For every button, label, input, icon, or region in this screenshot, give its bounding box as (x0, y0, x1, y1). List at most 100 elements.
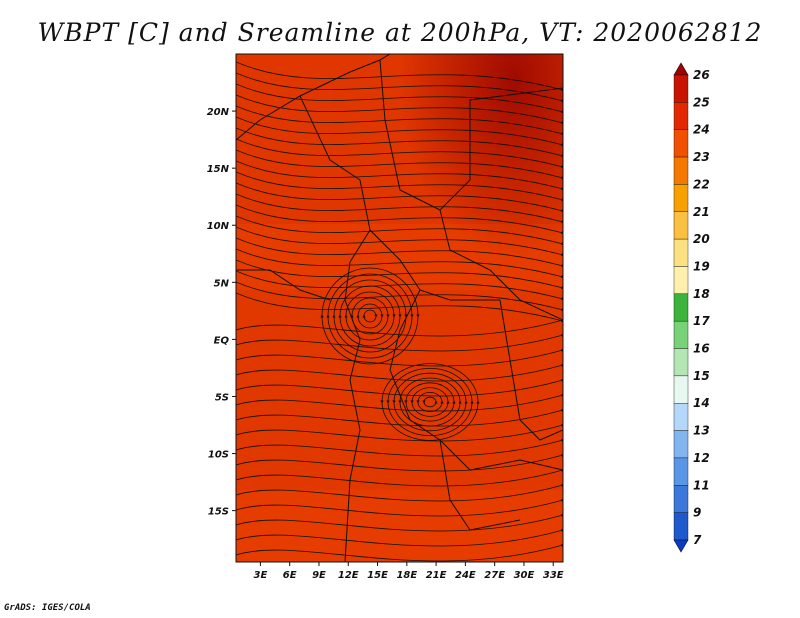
lat-tick-label: 15S (208, 507, 229, 518)
lat-tick-label: EQ (214, 335, 230, 346)
colorbar-arrow-bottom (673, 539, 689, 553)
lon-tick-label: 30E (514, 570, 535, 581)
streamline (236, 105, 563, 136)
streamline (236, 182, 563, 213)
streamline (236, 468, 563, 487)
streamline (236, 483, 563, 502)
colorbar-swatch (673, 266, 689, 295)
country-border (299, 95, 371, 263)
streamline (236, 393, 563, 412)
lon-tick-label: 3E (254, 570, 268, 581)
streamline (236, 237, 563, 268)
streamline (236, 193, 563, 224)
streamline (236, 248, 563, 279)
streamline (236, 94, 563, 125)
colorbar-label: 23 (693, 150, 710, 164)
streamline (236, 363, 563, 382)
streamline (236, 127, 563, 158)
streamline (236, 149, 563, 180)
colorbar-swatch (673, 512, 689, 541)
lon-tick-label: 27E (484, 570, 505, 581)
colorbar-label: 24 (693, 123, 710, 137)
colorbar-label: 15 (693, 369, 710, 383)
streamline (236, 453, 563, 472)
lat-tick-label: 5N (214, 278, 230, 289)
colorbar-label: 19 (693, 259, 710, 273)
country-border (439, 439, 521, 531)
colorbar-swatch (673, 430, 689, 459)
streamline (236, 408, 563, 427)
colorbar-swatch (673, 320, 689, 349)
streamline (236, 498, 563, 517)
streamline (236, 543, 563, 562)
colorbar-swatch (673, 102, 689, 130)
colorbar-label: 11 (693, 478, 710, 492)
colorbar-swatch (673, 348, 689, 377)
colorbar-swatch (673, 293, 689, 322)
lon-tick-label: 24E (455, 570, 476, 581)
lat-tick-label: 10S (208, 450, 229, 461)
streamline (236, 528, 563, 547)
streamline (236, 378, 563, 397)
streamline (236, 138, 563, 169)
colorbar-label: 9 (693, 506, 701, 520)
lon-tick-label: 12E (338, 570, 359, 581)
colorbar-label: 21 (693, 205, 710, 219)
streamline (236, 438, 563, 457)
colorbar-swatch (673, 485, 689, 513)
streamline (236, 160, 563, 191)
colorbar-label: 12 (693, 451, 710, 465)
colorbar-arrow-top (673, 62, 689, 76)
streamline (236, 423, 563, 442)
lon-tick-label: 6E (283, 570, 297, 581)
credit-label: GrADS: IGES/COLA (4, 603, 91, 613)
colorbar-label: 16 (693, 342, 710, 356)
country-border (236, 269, 331, 301)
colorbar-swatch (673, 211, 689, 240)
colorbar-label: 17 (693, 314, 710, 328)
streamline (236, 116, 563, 147)
colorbar-label: 18 (693, 287, 710, 301)
country-border (236, 54, 391, 141)
streamline (380, 363, 480, 441)
colorbar-label: 22 (693, 177, 710, 191)
streamline (236, 513, 563, 532)
colorbar-label: 7 (693, 533, 702, 547)
streamline (236, 259, 563, 290)
colorbar-swatch (673, 375, 689, 404)
streamline (236, 270, 563, 301)
colorbar-swatch (673, 403, 689, 431)
country-border (499, 299, 563, 441)
lat-tick-label: 5S (215, 392, 229, 403)
streamline (236, 83, 563, 114)
streamline (236, 348, 563, 367)
streamline (236, 204, 563, 235)
colorbar-label: 14 (693, 396, 710, 410)
lat-tick-label: 15N (207, 164, 230, 175)
country-border (389, 289, 563, 471)
lon-tick-label: 18E (396, 570, 417, 581)
colorbar-swatch (673, 74, 689, 103)
colorbar-swatch (673, 238, 689, 267)
colorbar: 26 25 24 23 22 21 20 19 18 17 16 15 14 13 12 11 9 7 (673, 62, 710, 553)
lon-tick-label: 21E (426, 570, 447, 581)
colorbar-swatch (673, 184, 689, 212)
colorbar-swatch (673, 156, 689, 185)
country-border (344, 261, 361, 562)
lon-tick-label: 33E (543, 570, 564, 581)
colorbar-swatch (673, 129, 689, 158)
streamline (236, 171, 563, 202)
streamline (236, 281, 563, 312)
country-border (439, 209, 563, 321)
colorbar-label: 26 (693, 68, 710, 82)
lon-tick-label: 9E (312, 570, 326, 581)
map-frame (235, 53, 564, 563)
lat-tick-label: 10N (207, 221, 230, 232)
streamline (236, 215, 563, 246)
colorbar-label: 25 (693, 95, 710, 109)
streamline (236, 318, 563, 337)
colorbar-swatch (673, 457, 689, 486)
colorbar-label: 20 (693, 232, 710, 246)
lon-tick-label: 15E (367, 570, 388, 581)
